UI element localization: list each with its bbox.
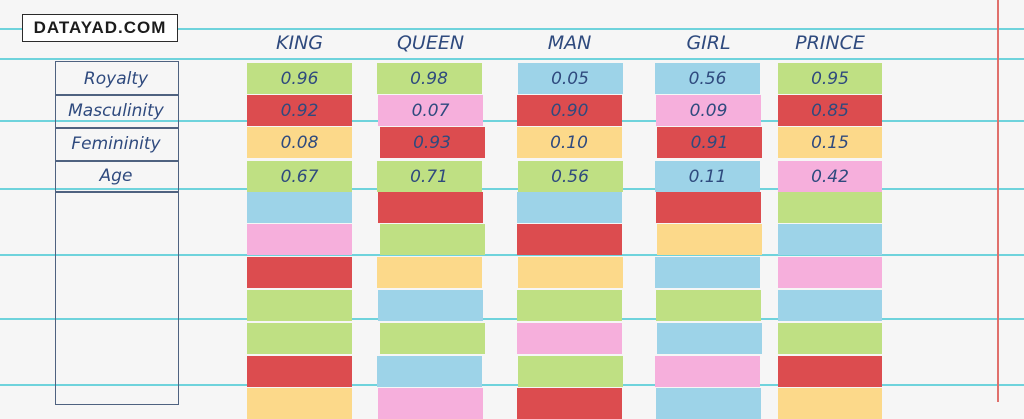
color-cell — [517, 388, 622, 419]
feature-label-divider — [55, 160, 179, 162]
value-cell-queen-age: 0.71 — [376, 161, 482, 192]
value-cell-king-royalty: 0.96 — [247, 63, 352, 94]
ruled-line — [0, 254, 1024, 256]
color-cell — [378, 192, 483, 223]
feature-label-masculinity: Masculinity — [68, 100, 164, 121]
color-cell — [247, 323, 352, 354]
ruled-line — [0, 318, 1024, 320]
feature-label-femininity: Femininity — [71, 133, 161, 154]
color-cell — [376, 356, 482, 387]
margin-line — [997, 0, 999, 402]
value-cell-queen-masculinity: 0.07 — [378, 95, 483, 126]
value-cell-man-masculinity: 0.90 — [517, 95, 622, 126]
ruled-line — [0, 384, 1024, 386]
color-cell — [247, 290, 352, 321]
value-cell-queen-royalty: 0.98 — [376, 63, 482, 94]
ruled-line — [0, 188, 1024, 190]
color-cell — [778, 257, 882, 288]
ruled-line — [0, 28, 1024, 30]
value-cell-girl-royalty: 0.56 — [655, 63, 760, 94]
color-cell — [516, 323, 622, 354]
value-cell-man-age: 0.56 — [517, 161, 623, 192]
column-header-queen: QUEEN — [396, 32, 465, 54]
color-cell — [379, 224, 485, 255]
value-cell-man-royalty: 0.05 — [517, 63, 623, 94]
color-cell — [778, 356, 882, 387]
color-cell — [247, 192, 352, 223]
color-cell — [517, 290, 622, 321]
feature-label-age: Age — [99, 165, 133, 186]
color-cell — [247, 356, 352, 387]
color-cell — [517, 257, 623, 288]
color-cell — [778, 323, 882, 354]
color-cell — [376, 257, 482, 288]
column-header-king: KING — [276, 32, 323, 54]
column-header-prince: PRINCE — [795, 32, 865, 54]
color-cell — [517, 356, 623, 387]
value-cell-girl-age: 0.11 — [655, 161, 760, 192]
color-cell — [516, 224, 622, 255]
value-cell-girl-masculinity: 0.09 — [656, 95, 761, 126]
value-cell-king-masculinity: 0.92 — [247, 95, 352, 126]
feature-label-divider — [55, 94, 179, 96]
value-cell-king-age: 0.67 — [247, 161, 352, 192]
feature-label-divider — [55, 191, 179, 193]
value-cell-prince-age: 0.42 — [778, 161, 882, 192]
color-cell — [656, 290, 761, 321]
color-cell — [378, 388, 483, 419]
value-cell-king-femininity: 0.08 — [247, 127, 352, 158]
value-cell-prince-femininity: 0.15 — [778, 127, 882, 158]
value-cell-queen-femininity: 0.93 — [379, 127, 485, 158]
column-header-man: MAN — [547, 32, 592, 54]
ruled-line — [0, 120, 1024, 122]
color-cell — [379, 323, 485, 354]
color-cell — [778, 192, 882, 223]
color-cell — [378, 290, 483, 321]
column-header-girl: GIRL — [686, 32, 731, 54]
color-cell — [247, 257, 352, 288]
value-cell-man-femininity: 0.10 — [516, 127, 622, 158]
value-cell-girl-femininity: 0.91 — [657, 127, 762, 158]
feature-label-royalty: Royalty — [83, 68, 149, 89]
datayad-logo: DATAYAD.COM — [22, 14, 178, 42]
color-cell — [778, 388, 882, 419]
feature-label-divider — [55, 127, 179, 129]
color-cell — [247, 224, 352, 255]
color-cell — [778, 224, 882, 255]
value-cell-prince-royalty: 0.95 — [778, 63, 882, 94]
value-cell-prince-masculinity: 0.85 — [778, 95, 882, 126]
color-cell — [656, 388, 761, 419]
color-cell — [517, 192, 622, 223]
color-cell — [656, 192, 761, 223]
color-cell — [657, 323, 762, 354]
color-cell — [655, 356, 760, 387]
color-cell — [655, 257, 760, 288]
color-cell — [247, 388, 352, 419]
color-cell — [778, 290, 882, 321]
color-cell — [657, 224, 762, 255]
ruled-line — [0, 58, 1024, 60]
